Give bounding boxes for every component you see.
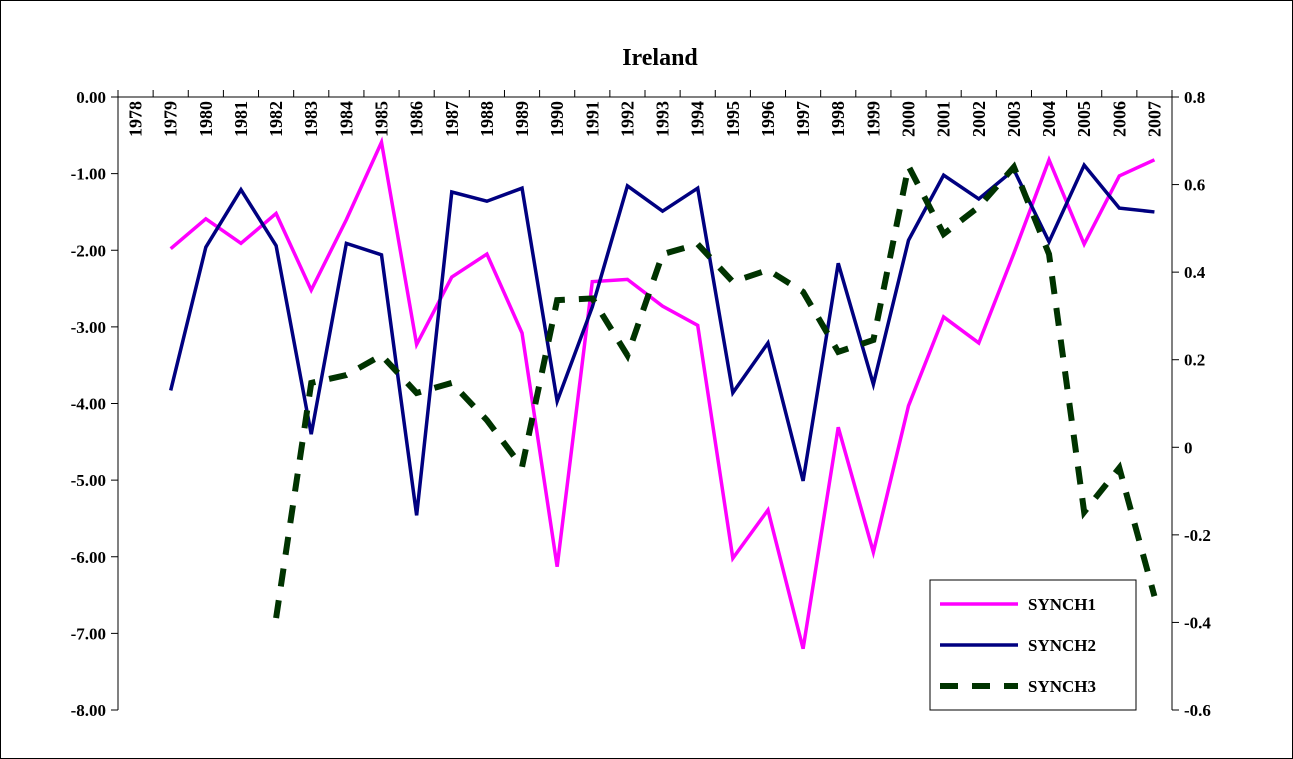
y2-tick-label: 0.8 [1184,88,1205,107]
x-tick-label: 1989 [512,101,532,137]
y-tick-label: -5.00 [71,471,106,490]
y-tick-label: -4.00 [71,395,106,414]
x-tick-label: 1984 [336,101,356,137]
x-tick-label: 1994 [688,101,708,137]
x-tick-label: 1997 [793,101,813,137]
y-tick-label: -8.00 [71,701,106,720]
x-tick-label: 2001 [934,101,954,137]
x-tick-label: 1998 [828,101,848,137]
x-tick-label: 1978 [126,101,146,137]
y-tick-label: 0.00 [76,88,106,107]
x-tick-label: 2005 [1074,101,1094,137]
x-tick-label: 1983 [301,101,321,137]
x-tick-label: 1982 [266,101,286,137]
x-tick-label: 1979 [161,101,181,137]
y-tick-label: -3.00 [71,318,106,337]
x-tick-label: 1988 [477,101,497,137]
x-tick-label: 1996 [758,101,778,137]
y-tick-label: -7.00 [71,624,106,643]
x-tick-label: 1980 [196,101,216,137]
legend-label: SYNCH2 [1028,636,1096,655]
legend-label: SYNCH3 [1028,677,1096,696]
x-tick-label: 1990 [547,101,567,137]
x-tick-label: 1991 [582,101,602,137]
x-tick-label: 2002 [969,101,989,137]
y2-tick-label: 0.2 [1184,351,1205,370]
x-tick-label: 2003 [1004,101,1024,137]
chart-title: Ireland [622,45,698,71]
x-tick-label: 1981 [231,101,251,137]
x-tick-label: 1999 [863,101,883,137]
x-tick-label: 1995 [723,101,743,137]
y2-tick-label: 0.4 [1184,263,1206,282]
x-tick-label: 2007 [1144,101,1164,137]
legend-label: SYNCH1 [1028,595,1096,614]
x-tick-label: 2000 [899,101,919,137]
y2-tick-label: 0 [1184,438,1193,457]
x-tick-label: 1986 [407,101,427,137]
x-tick-label: 2004 [1039,101,1059,137]
x-tick-label: 1993 [653,101,673,137]
series-line [169,136,1156,650]
y2-tick-label: -0.2 [1184,526,1211,545]
y2-tick-label: 0.6 [1184,176,1205,195]
y2-tick-label: -0.4 [1184,613,1211,632]
y-tick-label: -2.00 [71,241,106,260]
y-tick-label: -6.00 [71,548,106,567]
x-tick-label: 1985 [372,101,392,137]
y-tick-label: -1.00 [71,165,106,184]
x-tick-label: 2006 [1109,101,1129,137]
x-tick-label: 1987 [442,101,462,137]
x-tick-label: 1992 [617,101,637,137]
series-line [273,157,1158,619]
y2-tick-label: -0.6 [1184,701,1211,720]
